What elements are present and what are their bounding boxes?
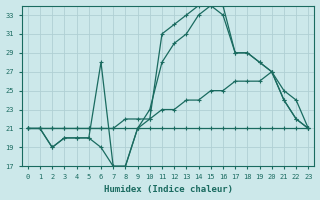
X-axis label: Humidex (Indice chaleur): Humidex (Indice chaleur) xyxy=(104,185,233,194)
